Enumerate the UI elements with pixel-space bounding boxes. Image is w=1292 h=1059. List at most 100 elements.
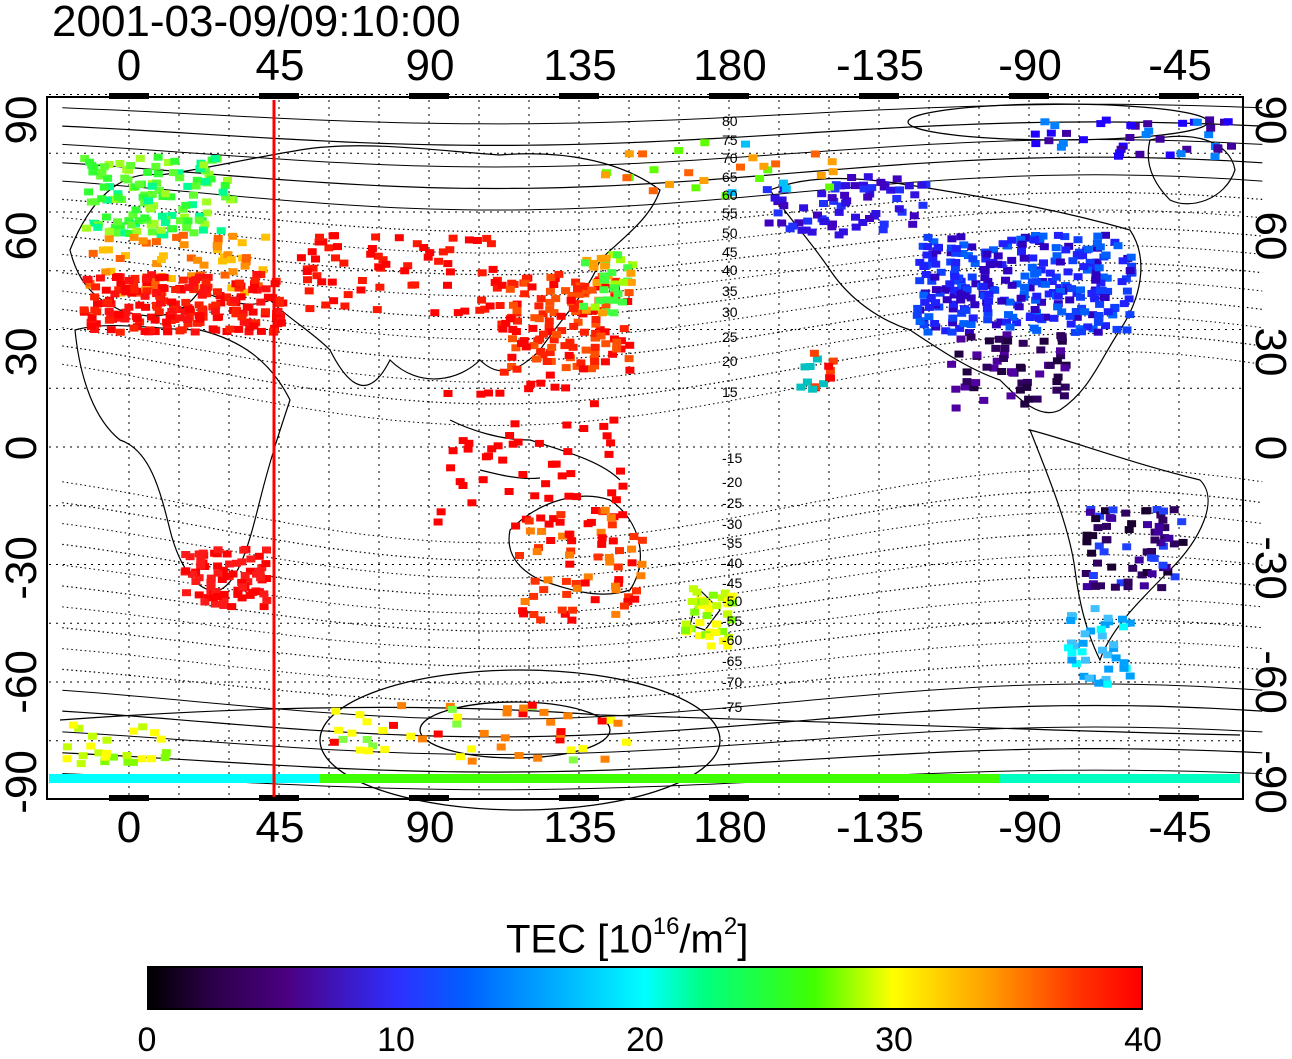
tec-sample bbox=[339, 259, 349, 267]
tec-sample bbox=[690, 608, 700, 616]
tec-sample bbox=[1092, 258, 1102, 266]
tec-polar-band bbox=[650, 774, 1000, 783]
tec-sample bbox=[947, 360, 957, 368]
tec-sample bbox=[423, 253, 433, 261]
tec-sample bbox=[138, 193, 148, 201]
tec-sample bbox=[543, 576, 553, 584]
tec-sample bbox=[321, 301, 331, 309]
contour-label: 55 bbox=[722, 205, 738, 221]
tec-sample bbox=[378, 726, 388, 734]
tec-sample bbox=[627, 545, 637, 553]
tec-sample bbox=[147, 228, 157, 236]
tec-sample bbox=[1012, 319, 1022, 327]
tec-sample bbox=[960, 292, 970, 300]
tec-sample bbox=[951, 259, 961, 266]
tec-sample bbox=[1096, 582, 1105, 590]
tec-sample bbox=[305, 305, 315, 313]
tec-sample bbox=[486, 240, 496, 248]
tec-sample bbox=[1119, 664, 1129, 672]
tec-sample bbox=[828, 357, 838, 365]
tec-sample bbox=[950, 263, 960, 271]
tec-sample bbox=[590, 596, 600, 604]
tec-sample bbox=[79, 306, 89, 314]
tec-sample bbox=[609, 416, 619, 424]
tec-sample bbox=[684, 169, 694, 177]
tec-sample bbox=[175, 217, 185, 225]
tec-sample bbox=[1139, 582, 1149, 590]
tec-sample bbox=[536, 379, 546, 387]
tec-sample bbox=[699, 177, 709, 184]
tec-sample bbox=[1164, 534, 1174, 542]
tec-sample bbox=[1094, 264, 1104, 272]
tec-sample bbox=[102, 736, 112, 744]
tec-sample bbox=[240, 262, 250, 270]
tec-sample bbox=[568, 756, 578, 764]
tec-sample bbox=[482, 234, 492, 242]
tec-sample bbox=[1060, 233, 1070, 241]
contour-label: 80 bbox=[722, 113, 738, 129]
tec-sample bbox=[918, 201, 928, 209]
tec-sample bbox=[561, 364, 571, 372]
tec-sample bbox=[545, 287, 555, 295]
tec-sample bbox=[201, 178, 211, 185]
tec-sample bbox=[706, 642, 716, 650]
tec-sample bbox=[245, 567, 255, 575]
tec-sample bbox=[160, 190, 170, 198]
tec-polar-band bbox=[320, 774, 650, 783]
bottom-tick: 0 bbox=[116, 803, 142, 852]
tec-sample bbox=[159, 231, 169, 239]
tec-sample bbox=[565, 338, 575, 346]
tec-sample bbox=[1157, 584, 1167, 592]
tec-sample bbox=[214, 313, 223, 321]
tec-sample bbox=[913, 304, 923, 312]
tec-sample bbox=[841, 199, 851, 207]
tec-sample bbox=[532, 355, 541, 363]
tec-sample bbox=[618, 482, 628, 490]
tec-sample bbox=[1039, 259, 1048, 267]
tec-sample bbox=[378, 256, 388, 264]
tec-sample bbox=[717, 594, 727, 602]
tec-sample bbox=[1082, 583, 1092, 591]
contour-line bbox=[62, 244, 1263, 297]
tec-sample bbox=[1079, 672, 1089, 680]
tec-sample bbox=[1101, 251, 1111, 259]
tec-sample bbox=[240, 288, 250, 296]
tec-sample bbox=[723, 610, 733, 618]
tec-sample bbox=[819, 218, 829, 226]
tec-sample bbox=[115, 255, 125, 262]
tec-sample bbox=[507, 353, 517, 361]
tec-sample bbox=[924, 313, 934, 321]
tec-sample bbox=[372, 306, 382, 314]
tec-sample bbox=[430, 309, 440, 317]
contour-line bbox=[62, 467, 1263, 544]
contour-label: -40 bbox=[722, 555, 742, 571]
tec-sample bbox=[541, 480, 551, 488]
tec-sample bbox=[237, 239, 247, 247]
tec-sample bbox=[605, 558, 615, 566]
tec-sample bbox=[695, 632, 705, 640]
tec-sample bbox=[627, 559, 637, 567]
tec-sample bbox=[261, 308, 270, 316]
tec-sample bbox=[419, 244, 429, 251]
tec-sample bbox=[511, 522, 521, 530]
tec-sample bbox=[611, 610, 621, 618]
tec-sample bbox=[610, 280, 620, 288]
contour-oval bbox=[319, 669, 721, 811]
tec-sample bbox=[182, 224, 192, 232]
tec-sample bbox=[600, 358, 610, 366]
contour-label: 30 bbox=[722, 304, 738, 320]
tec-sample bbox=[954, 350, 964, 358]
tec-sample bbox=[1056, 347, 1065, 355]
tec-sample bbox=[1015, 363, 1025, 371]
tec-sample bbox=[1056, 143, 1066, 151]
tec-sample bbox=[196, 562, 206, 570]
tec-sample bbox=[863, 173, 873, 181]
tec-sample bbox=[998, 240, 1008, 248]
tec-sample bbox=[1091, 515, 1101, 523]
tec-sample bbox=[981, 255, 991, 263]
tec-sample bbox=[1104, 665, 1114, 673]
tec-sample bbox=[1102, 680, 1112, 688]
tec-sample bbox=[460, 307, 470, 315]
tec-sample bbox=[243, 578, 253, 586]
map-title: 2001-03-09/09:10:00 bbox=[52, 0, 461, 46]
